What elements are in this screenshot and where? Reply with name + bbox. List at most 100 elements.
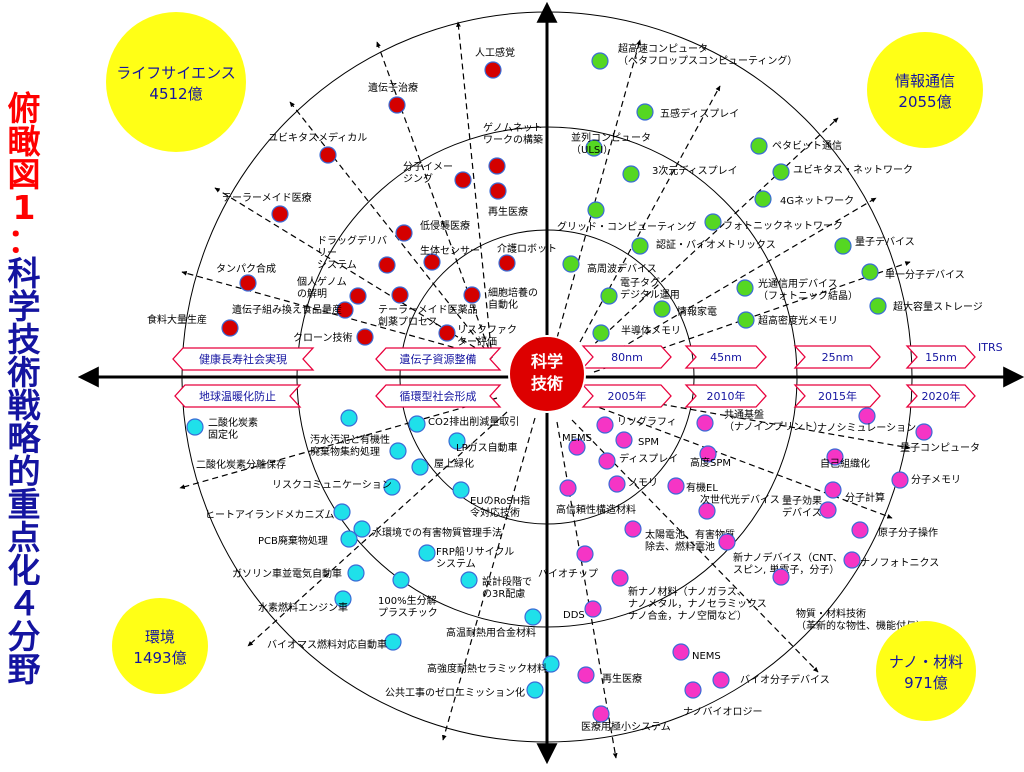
banner-recycling (375, 384, 502, 408)
env-item: ヒートアイランドメカニズム (205, 503, 351, 521)
info-item: 超高速コンピュータ（ペタフロップスコンピューティング） (591, 42, 797, 70)
life-node-dot (463, 286, 481, 304)
nano-node-label: ナノシミュレーション (817, 422, 916, 434)
life-node-label: ドラッグデリバリーシステム (317, 234, 387, 271)
info-node-dot (834, 237, 852, 255)
title-char: 技 (7, 320, 41, 359)
life-node-label: ゲノムネットワークの構築 (483, 122, 543, 146)
nano-node-label: 共通基盤（ナノインプリント） (724, 408, 823, 433)
nano-node-label: 高度SPM (690, 456, 731, 469)
trend-arrow (179, 397, 498, 489)
life-node-dot (221, 319, 239, 337)
info-node-label: 超大容量ストレージ (893, 300, 983, 313)
nano-node-dot (699, 445, 717, 463)
life-item: 食料大量生産 (147, 313, 239, 337)
nano-node-dot (891, 471, 909, 489)
env-node-dot (526, 681, 544, 699)
nano-item: 有機EL (667, 477, 718, 495)
nano-node-dot (915, 423, 933, 441)
title-char: 化 (7, 551, 41, 590)
nano-node-dot (667, 477, 685, 495)
life-item: 分子イメージング (403, 161, 472, 189)
life-item: ユビキタスメディカル (268, 131, 367, 164)
info-node-dot (636, 103, 654, 121)
info-item: グリッド・コンピューティング (557, 201, 696, 233)
env-node-dot (353, 520, 371, 538)
life-node-label: 低侵襲医療 (420, 219, 470, 232)
info-node-label: 3次元ディスプレイ (652, 164, 738, 177)
title-char: 学 (7, 287, 41, 326)
info-node-label: 情報家電 (677, 305, 717, 318)
info-node-dot (750, 137, 768, 155)
env-item: 高強度耐熱セラミック材料 (427, 655, 560, 675)
life-node-dot (336, 301, 354, 319)
nano-node-dot (611, 569, 629, 587)
trend-arrow (289, 101, 493, 359)
nano-node-label: 物質・材料技術（革新的な物性、機能付与） (796, 607, 926, 632)
nano-node-label: 量子コンピュータ (900, 442, 980, 454)
center-badge (508, 335, 586, 413)
nano-item: ナノシミュレーション (817, 407, 916, 434)
info-node-label: 電子タグデジタル運用 (620, 276, 680, 301)
center-label-1: 科学 (531, 352, 563, 371)
env-item: CO2排出削減量取引 (408, 415, 519, 433)
env-node-dot (389, 442, 407, 460)
nano-node-dot (598, 452, 616, 470)
env-item: 公共工事のゼロエミッション化 (385, 681, 544, 699)
banner-year-3-label: 2020年 (922, 389, 961, 403)
info-item: 量子デバイス (834, 235, 915, 255)
env-node-label: FRP船リサイクルシステム (436, 545, 514, 570)
life-node-label: 分子イメージング (403, 161, 453, 185)
trend-arrow (442, 417, 536, 741)
banner-health-label: 健康長寿社会実現 (199, 352, 287, 366)
life-item: ゲノムネットワークの構築 (483, 122, 543, 175)
env-node-dot (452, 481, 470, 499)
info-item: フォトニックネットワーク (704, 213, 843, 232)
info-node-label: ペタビット通信 (772, 140, 842, 152)
info-item: 電子タグデジタル運用 (600, 276, 680, 305)
banner-node-0 (581, 345, 672, 369)
nano-node-dot (624, 520, 642, 538)
env-item: 水素燃料エンジン車 (258, 590, 352, 614)
nano-node-label: 分子メモリ (911, 474, 961, 486)
title-char: 戦 (7, 386, 41, 425)
info-node-dot (869, 297, 887, 315)
center-label-2: 技術 (531, 374, 563, 393)
info-node-label: 五感ディスプレイ (660, 107, 739, 120)
title-char: 図 (7, 155, 41, 194)
banner-node-1-label: 45nm (710, 351, 742, 364)
life-node-label: 食料大量生産 (147, 313, 207, 326)
life-node-dot (319, 146, 337, 164)
env-item: EUのRoSH指令対応技術 (452, 481, 530, 519)
nano-node-dot (826, 448, 844, 466)
life-item: 細胞培養の自動化 (463, 286, 538, 311)
sector-life-name: ライフサイエンス (116, 64, 236, 82)
life-node-label: 細胞培養の自動化 (488, 286, 538, 311)
banner-node-2 (793, 345, 881, 369)
nano-item: 分子メモリ (891, 471, 961, 489)
banner-gene-resource (375, 347, 502, 371)
life-node-dot (489, 182, 507, 200)
info-item: 並列コンピュータ（ULSI） (571, 131, 651, 157)
nano-node-dot (568, 438, 586, 456)
env-node-dot (347, 564, 365, 582)
nano-node-label: NEMS (692, 651, 721, 662)
title-char: 野 (7, 650, 41, 689)
nano-node-label: ディスプレイ (619, 452, 678, 465)
life-node-label: 介護ロボット (497, 242, 557, 255)
life-node-dot (378, 256, 396, 274)
nano-item: 自己組織化 (820, 448, 870, 470)
trend-arrow (589, 403, 893, 519)
info-node-dot (737, 311, 755, 329)
info-item: 半導体メモリ (592, 324, 681, 342)
nano-item: 共通基盤（ナノインプリント） (696, 408, 823, 433)
banner-node-3-label: 15nm (925, 351, 957, 364)
trend-arrow (376, 41, 493, 359)
nano-item: ディスプレイ (598, 452, 678, 470)
info-node-label: 光通信用デバイス（フォトニック結晶） (758, 277, 858, 302)
nano-item: 量子効果デバイス (782, 494, 837, 519)
life-node-dot (395, 224, 413, 242)
env-item: PCB廃棄物処理 (258, 530, 358, 548)
